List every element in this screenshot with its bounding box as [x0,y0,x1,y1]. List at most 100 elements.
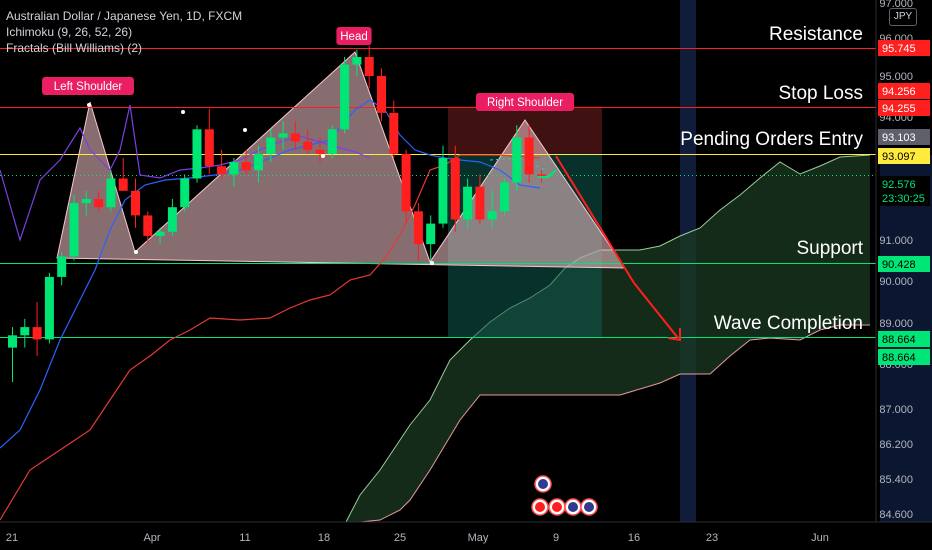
pattern-tag-label: Left Shoulder [54,81,123,93]
projection-arrow-2 [633,282,679,339]
candle [106,170,116,212]
candle [81,190,91,216]
candle-body [44,276,54,340]
lagging-span [0,104,371,243]
price-tick-label: 91.000 [879,235,913,247]
candle-body [32,327,42,340]
currency-label[interactable]: JPY [889,8,917,26]
event-flag-icon[interactable] [534,475,552,493]
fractal-marker [321,154,325,158]
candle-body [20,327,30,336]
fractals-indicator-label[interactable]: Fractals (Bill Williams) (2) [6,41,142,55]
price-tag-bg [878,40,930,56]
fractal-marker [243,128,247,132]
candle-body [180,178,190,208]
candle-body [229,162,239,175]
level-label: Resistance [769,24,863,45]
price-tag-value: 93.103 [882,132,916,144]
leading-span-b [346,324,870,523]
base-line [0,154,541,521]
price-tag-bg [878,176,930,206]
time-tick-label: 18 [318,532,330,544]
price-tag-bg [878,83,930,99]
candle [278,121,288,150]
candle-body [315,149,325,154]
price-tag-value: 93.097 [882,151,916,163]
plot-area: Left Shoulder Head Right Shoulder Resistanc… [0,0,876,523]
event-flag-icon[interactable] [548,498,566,516]
level-label: Wave Completion [714,313,863,334]
event-flag-icon[interactable] [531,498,549,516]
time-tick-label: Jun [811,532,829,544]
event-flag-center [538,479,548,489]
candle [180,174,190,212]
candle [32,302,42,356]
price-tag: 88.664 [878,349,930,365]
ichimoku-indicator-label[interactable]: Ichimoku (9, 26, 52, 26) [6,25,133,39]
pattern-tag: Left Shoulder [42,77,134,95]
level-label: Pending Orders Entry [680,129,863,150]
candle-body [94,199,104,208]
candle-body [167,207,177,232]
event-flag-icon[interactable] [580,498,598,516]
candle-body [204,129,214,167]
candle-body [254,153,263,171]
candle [340,57,350,134]
pattern-tag-bg [336,27,372,45]
candle-body [131,190,140,216]
candle [364,45,374,89]
candle [143,211,153,245]
fractal-marker [134,250,138,254]
candle-body [463,186,473,220]
candle [475,174,485,224]
candle [426,215,436,261]
price-tag: 88.664 [878,331,930,347]
candle [438,145,448,228]
projection-arrow-1 [555,155,635,284]
price-axis: 97.00096.00095.00094.00092.00091.00090.0… [875,0,930,522]
symbol-title: Australian Dollar / Japanese Yen, 1D, FX… [6,9,243,23]
candle [327,125,337,158]
candle [20,318,30,348]
candle [57,252,67,286]
time-tick-label: 9 [553,532,559,544]
candle-body [450,158,460,220]
price-tick-label: 89.000 [879,318,913,330]
candle-body [81,199,91,204]
candle [512,125,522,191]
time-axis: 21 Apr 11 18 25 May 9 16 23 Jun [0,521,932,544]
price-tag: 94.256 [878,83,930,99]
candle [463,178,473,228]
candle [69,194,79,261]
candle-body [217,166,227,175]
candle-body [303,141,313,150]
time-tick-label: May [468,532,489,544]
candle-body [413,211,423,245]
candle-body [241,162,251,171]
price-tick-label: 87.000 [879,404,913,416]
price-tag-bg [878,100,930,116]
price-tag-bg [878,331,930,347]
candle [167,199,177,236]
candle [389,100,399,158]
countdown-label: 23:30:25 [882,193,925,205]
candle [94,190,104,212]
price-tag-value: 90.428 [882,259,916,271]
event-flag-center [552,502,562,512]
pattern-tag: Head [336,27,372,45]
candle [352,49,362,76]
time-tick-label: 25 [394,532,406,544]
price-tag-value: 95.745 [882,43,916,55]
candle-body [327,129,337,154]
candle-body [57,256,67,277]
price-tag-value: 94.256 [882,86,916,98]
candle-body [143,215,153,236]
candle [217,149,227,179]
candle [315,137,325,163]
candle [401,149,411,224]
pattern-tag-label: Head [340,31,368,43]
pattern-tag-label: Right Shoulder [487,97,563,109]
event-flag-icon[interactable] [564,498,582,516]
price-tag: 92.576 23:30:25 [878,176,930,206]
